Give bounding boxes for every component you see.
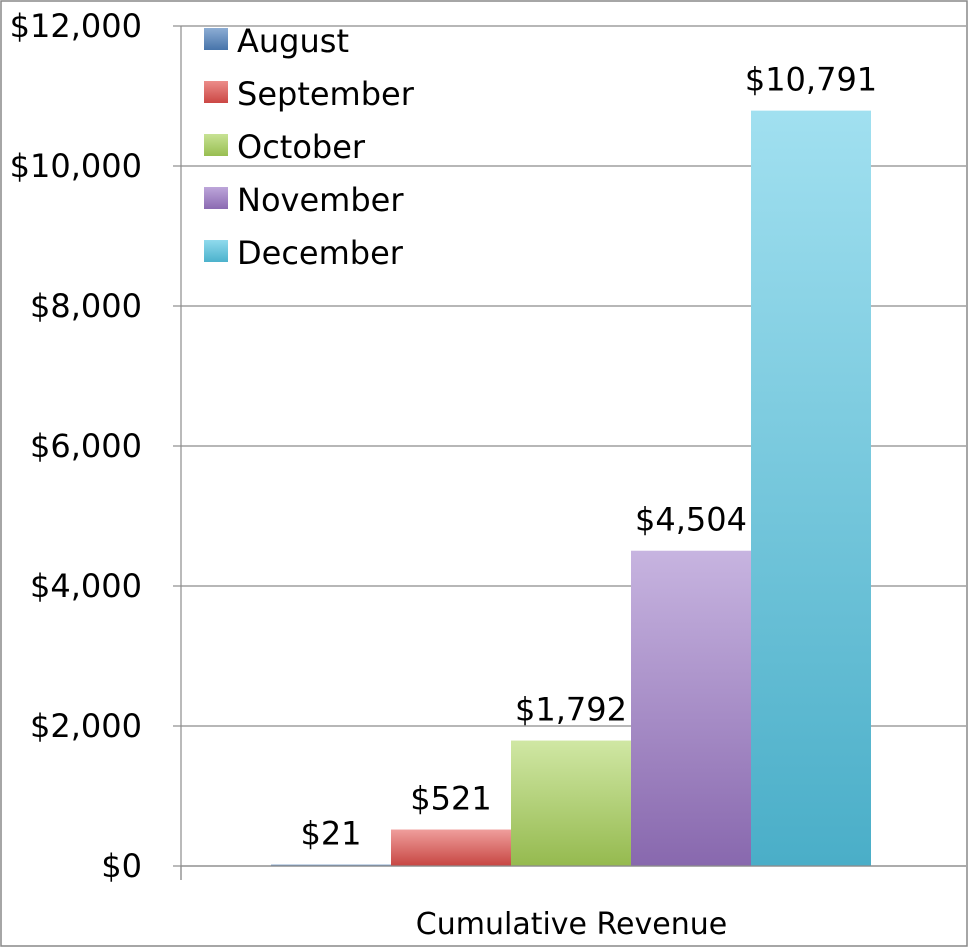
bar-november <box>631 550 751 866</box>
y-tick-label: $6,000 <box>30 427 142 465</box>
y-tick-label: $8,000 <box>30 287 142 325</box>
bars <box>271 110 871 866</box>
x-category-label: Cumulative Revenue <box>416 907 727 942</box>
legend-label-october: October <box>237 128 366 166</box>
data-labels: $21 $521 $1,792 $4,504 $10,791 <box>300 61 877 853</box>
legend-label-december: December <box>237 234 404 272</box>
legend-swatch-october <box>204 134 228 156</box>
y-tick-label: $10,000 <box>10 147 142 185</box>
legend-label-november: November <box>237 181 404 219</box>
y-tick-label: $2,000 <box>30 707 142 745</box>
data-label-august: $21 <box>300 815 361 853</box>
data-label-september: $521 <box>410 780 491 818</box>
data-label-october: $1,792 <box>515 691 627 729</box>
data-label-november: $4,504 <box>635 501 747 539</box>
bar-september <box>391 829 511 866</box>
y-tick-label: $0 <box>101 847 142 885</box>
legend-label-august: August <box>237 22 349 60</box>
bar-august <box>271 864 391 866</box>
legend-label-september: September <box>237 75 415 113</box>
y-tick-label: $4,000 <box>30 567 142 605</box>
legend-swatch-december <box>204 240 228 262</box>
y-axis: $0 $2,000 $4,000 $6,000 $8,000 $10,000 $12,000 <box>10 7 182 885</box>
legend-swatch-november <box>204 187 228 209</box>
bar-october <box>511 740 631 866</box>
legend-swatch-august <box>204 28 228 50</box>
bar-december <box>751 110 871 866</box>
data-label-december: $10,791 <box>745 61 877 99</box>
y-tick-label: $12,000 <box>10 7 142 45</box>
legend-swatch-september <box>204 81 228 103</box>
legend: August September October November December <box>204 22 415 272</box>
x-axis: Cumulative Revenue <box>180 865 966 942</box>
